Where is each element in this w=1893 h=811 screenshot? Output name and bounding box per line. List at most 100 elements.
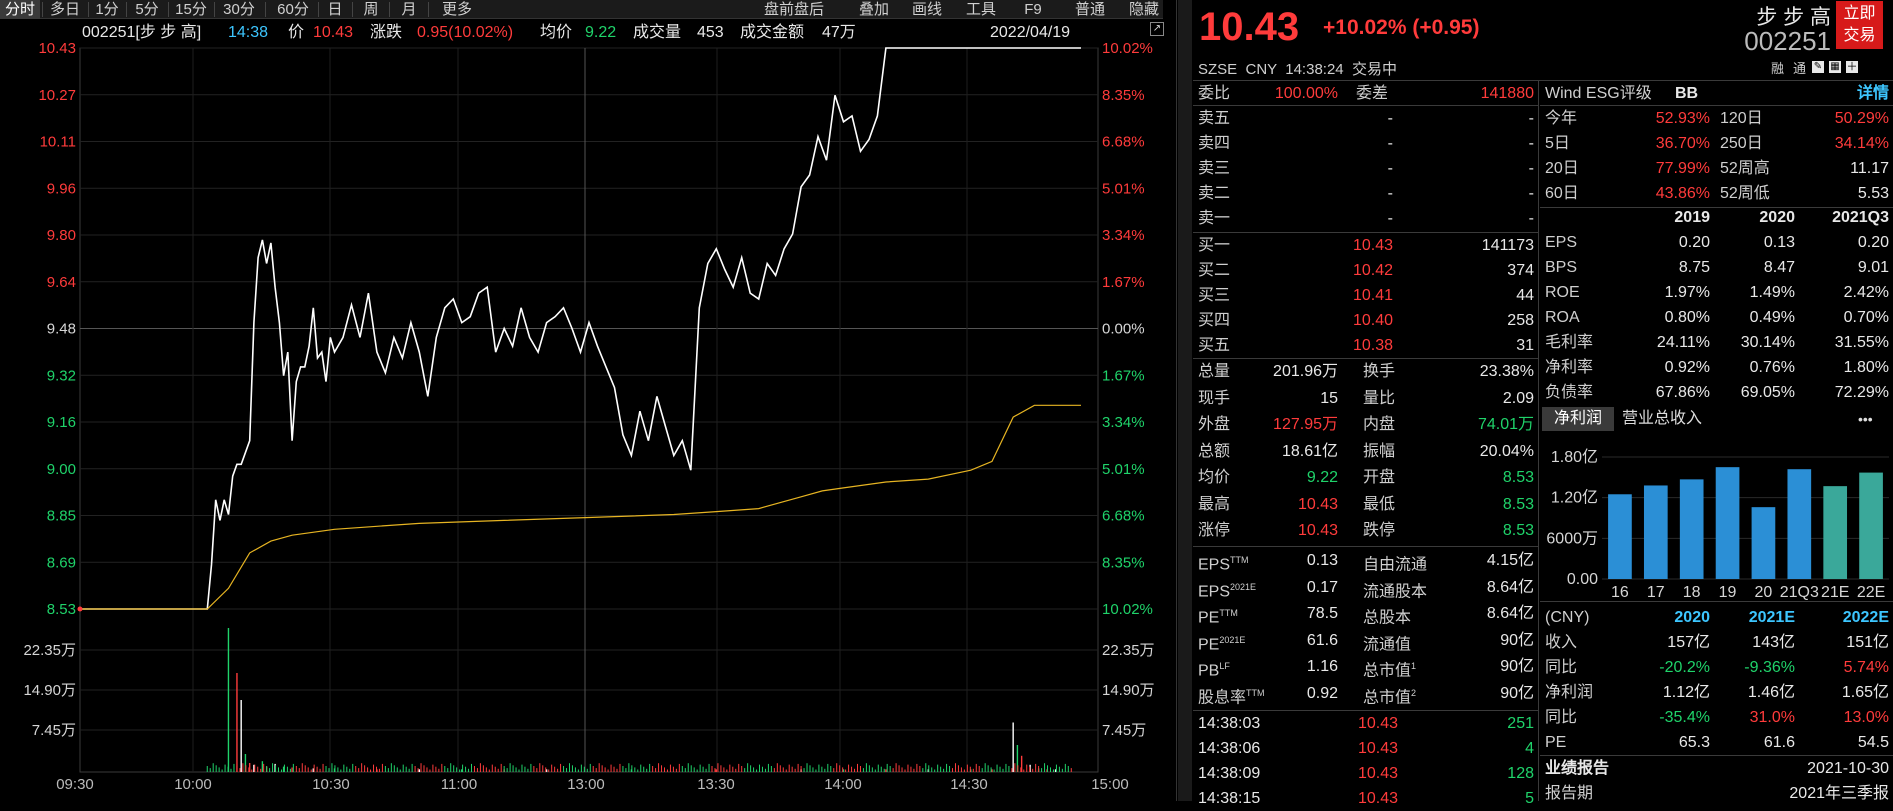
- toolbar-separator: [318, 2, 319, 17]
- x-tick: 14:00: [824, 776, 862, 793]
- valuation-label-2: 流通值: [1363, 635, 1412, 653]
- tab-revenue[interactable]: 营业总收入: [1622, 410, 1703, 427]
- y-left-tick: 9.80: [47, 227, 76, 244]
- return-label: 60日: [1545, 185, 1579, 202]
- plus-icon[interactable]: ＋: [1846, 61, 1858, 73]
- ask-label: 卖四: [1198, 135, 1231, 152]
- ask-row[interactable]: 卖五 - -: [1193, 106, 1538, 131]
- trade-now-button[interactable]: 立即 交易: [1836, 1, 1883, 49]
- forecast-value: 151亿: [1846, 634, 1889, 651]
- info-change: 0.95(10.02%): [417, 24, 514, 41]
- esg-label: Wind ESG评级: [1545, 85, 1652, 102]
- fin-value: 30.14%: [1740, 334, 1795, 351]
- fin-row: EPS 0.20 0.13 0.20: [1540, 230, 1893, 255]
- y-left-tick: 10.11: [40, 134, 76, 151]
- toolbar-right-5[interactable]: 普通: [1074, 1, 1105, 18]
- ask-volume: -: [1528, 210, 1534, 227]
- valuation-label: EPS2021E: [1198, 581, 1257, 600]
- more-icon[interactable]: •••: [1858, 411, 1873, 427]
- tab-9[interactable]: 月: [401, 1, 417, 18]
- x-tick: 14:30: [950, 776, 988, 793]
- connect-tag: 通: [1793, 61, 1807, 76]
- bar-x-label: 21Q3: [1780, 584, 1819, 601]
- tab-3[interactable]: 5分: [135, 1, 159, 18]
- stat-value: 201.96万: [1273, 363, 1338, 380]
- tab-2[interactable]: 1分: [95, 1, 119, 18]
- stat-label: 涨停: [1198, 522, 1231, 539]
- vol-label: 成交量: [633, 24, 682, 41]
- forecast-row: 收入 157亿 143亿 151亿: [1540, 630, 1893, 655]
- toolbar-right-1[interactable]: 叠加: [858, 1, 889, 18]
- stat-row: 涨停 10.43 跌停 8.53: [1193, 518, 1538, 543]
- vol-right-tick: 22.35万: [1102, 642, 1155, 659]
- bid-row[interactable]: 买四 10.40 258: [1193, 308, 1538, 333]
- x-tick: 09:30: [56, 776, 94, 793]
- tab-8[interactable]: 周: [363, 1, 379, 18]
- bid-row[interactable]: 买二 10.42 374: [1193, 258, 1538, 283]
- y-right-tick: 0.00%: [1102, 321, 1145, 338]
- stat-row: 总额 18.61亿 振幅 20.04%: [1193, 439, 1538, 464]
- y-right-tick: 6.68%: [1102, 134, 1145, 151]
- bid-row[interactable]: 买五 10.38 31: [1193, 333, 1538, 358]
- valuation-value: 61.6: [1306, 631, 1338, 649]
- stat-value: 10.43: [1297, 495, 1338, 513]
- stat-value-2: 8.53: [1502, 522, 1534, 539]
- toolbar-separator: [168, 2, 169, 17]
- tab-6[interactable]: 60分: [277, 1, 309, 18]
- tab-5[interactable]: 30分: [223, 1, 255, 18]
- tab-7[interactable]: 日: [327, 1, 343, 18]
- y-left-tick: 9.32: [47, 367, 76, 384]
- return-value: 36.70%: [1655, 135, 1710, 152]
- report-label[interactable]: 业绩报告: [1545, 760, 1610, 777]
- ask-row[interactable]: 卖三 - -: [1193, 156, 1538, 181]
- tab-1[interactable]: 多日: [49, 1, 80, 18]
- tick-volume: 5: [1525, 790, 1534, 807]
- bar: [1608, 494, 1632, 579]
- return-value-2: 50.29%: [1834, 110, 1889, 127]
- stat-value-2: 2.09: [1502, 389, 1534, 407]
- toolbar-right-0[interactable]: 盘前盘后: [763, 1, 824, 18]
- stat-value: 127.95万: [1273, 416, 1338, 433]
- valuation-label: PE2021E: [1198, 634, 1246, 653]
- forecast-value: 61.6: [1763, 734, 1795, 751]
- forecast-value: 65.3: [1678, 734, 1710, 751]
- toolbar-right-3[interactable]: 工具: [965, 1, 996, 18]
- change-label: 涨跌: [370, 24, 403, 41]
- stat-label-2: 量比: [1363, 389, 1396, 407]
- divider: [1193, 358, 1538, 359]
- bar-x-label: 22E: [1857, 584, 1885, 601]
- tab-10[interactable]: 更多: [441, 1, 472, 18]
- ask-label: 卖三: [1198, 160, 1231, 177]
- ask-row[interactable]: 卖一 - -: [1193, 206, 1538, 231]
- toolbar-right-2[interactable]: 画线: [911, 1, 942, 18]
- ask-row[interactable]: 卖四 - -: [1193, 131, 1538, 156]
- ask-row[interactable]: 卖二 - -: [1193, 181, 1538, 206]
- edit-icon[interactable]: ✎: [1812, 61, 1824, 73]
- bid-row[interactable]: 买三 10.41 44: [1193, 283, 1538, 308]
- bar-y-tick: 0.00: [1567, 571, 1598, 588]
- vol-right-tick: 14.90万: [1102, 682, 1155, 699]
- esg-detail-link[interactable]: 详情: [1856, 85, 1889, 102]
- toolbar-right-4[interactable]: F9: [1024, 1, 1042, 18]
- tab-0[interactable]: 分时: [0, 0, 40, 19]
- bid-row[interactable]: 买一 10.43 141173: [1193, 233, 1538, 258]
- forecast-value: -20.2%: [1659, 659, 1710, 676]
- grid-icon[interactable]: ▦: [1829, 61, 1841, 73]
- forecast-value: 143亿: [1752, 634, 1795, 651]
- return-value: 77.99%: [1655, 160, 1710, 177]
- info-avg: 9.22: [585, 24, 617, 41]
- tab-4[interactable]: 15分: [175, 1, 207, 18]
- bar-x-label: 18: [1683, 584, 1701, 601]
- toolbar-separator: [42, 2, 43, 17]
- tab-net-profit[interactable]: 净利润: [1542, 407, 1614, 431]
- bid-label: 买一: [1198, 237, 1231, 254]
- ask-price: -: [1387, 160, 1393, 177]
- bid-price: 10.43: [1352, 237, 1393, 254]
- fin-value: 8.75: [1678, 259, 1710, 276]
- panel-scrollbar[interactable]: [1178, 0, 1192, 801]
- expand-icon[interactable]: ↗: [1150, 22, 1164, 36]
- stat-label: 最高: [1198, 495, 1231, 513]
- valuation-value-2: 8.64亿: [1486, 578, 1534, 596]
- toolbar-right-6[interactable]: 隐藏: [1128, 1, 1159, 18]
- return-row: 20日 77.99% 52周高 11.17: [1540, 156, 1893, 181]
